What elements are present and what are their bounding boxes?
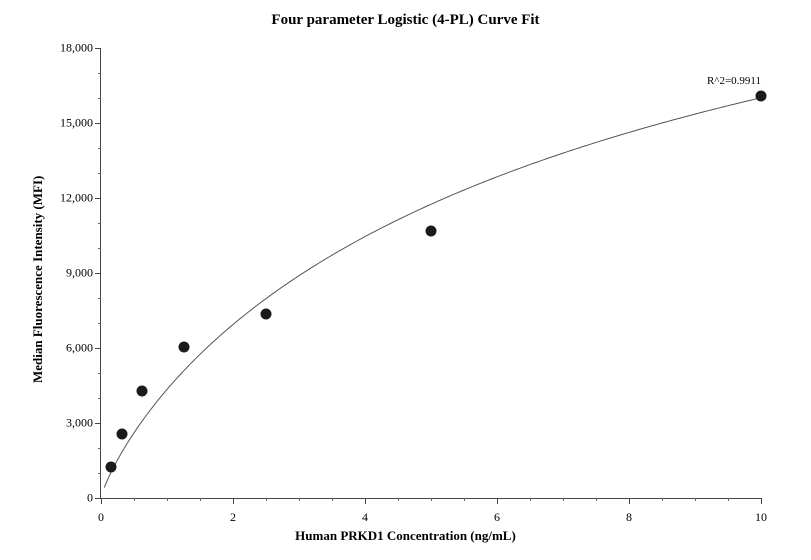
x-minor-tick <box>266 498 267 501</box>
x-minor-tick <box>299 498 300 501</box>
x-minor-tick <box>431 498 432 501</box>
y-minor-tick <box>98 173 101 174</box>
x-tick-label: 8 <box>626 510 632 525</box>
x-minor-tick <box>134 498 135 501</box>
x-minor-tick <box>398 498 399 501</box>
y-minor-tick <box>98 298 101 299</box>
x-major-tick <box>101 498 102 504</box>
data-point <box>178 341 189 352</box>
plot-area: R^2=0.9911 03,0006,0009,00012,00015,0001… <box>100 48 761 499</box>
chart-container: Four parameter Logistic (4-PL) Curve Fit… <box>0 0 811 560</box>
data-point <box>137 385 148 396</box>
y-tick-label: 6,000 <box>66 341 93 356</box>
chart-title: Four parameter Logistic (4-PL) Curve Fit <box>0 12 811 29</box>
y-tick-label: 9,000 <box>66 266 93 281</box>
y-major-tick <box>95 123 101 124</box>
y-major-tick <box>95 273 101 274</box>
x-tick-label: 6 <box>494 510 500 525</box>
y-minor-tick <box>98 98 101 99</box>
x-minor-tick <box>200 498 201 501</box>
x-tick-label: 10 <box>755 510 767 525</box>
x-minor-tick <box>662 498 663 501</box>
y-axis-title: Median Fluorescence Intensity (MFI) <box>30 176 46 383</box>
x-minor-tick <box>464 498 465 501</box>
y-minor-tick <box>98 223 101 224</box>
x-major-tick <box>761 498 762 504</box>
data-point <box>261 309 272 320</box>
y-tick-label: 3,000 <box>66 416 93 431</box>
y-major-tick <box>95 48 101 49</box>
x-major-tick <box>365 498 366 504</box>
y-minor-tick <box>98 248 101 249</box>
y-major-tick <box>95 198 101 199</box>
x-tick-label: 4 <box>362 510 368 525</box>
x-major-tick <box>629 498 630 504</box>
y-major-tick <box>95 423 101 424</box>
x-tick-label: 2 <box>230 510 236 525</box>
x-minor-tick <box>332 498 333 501</box>
y-major-tick <box>95 348 101 349</box>
y-minor-tick <box>98 448 101 449</box>
x-major-tick <box>497 498 498 504</box>
y-tick-label: 0 <box>87 491 93 506</box>
x-minor-tick <box>728 498 729 501</box>
y-minor-tick <box>98 323 101 324</box>
y-minor-tick <box>98 148 101 149</box>
fit-curve <box>101 48 761 498</box>
y-tick-label: 18,000 <box>60 41 93 56</box>
x-minor-tick <box>695 498 696 501</box>
data-point <box>116 429 127 440</box>
x-minor-tick <box>596 498 597 501</box>
x-minor-tick <box>530 498 531 501</box>
y-minor-tick <box>98 73 101 74</box>
y-minor-tick <box>98 398 101 399</box>
x-minor-tick <box>563 498 564 501</box>
x-tick-label: 0 <box>98 510 104 525</box>
x-axis-title: Human PRKD1 Concentration (ng/mL) <box>0 528 811 544</box>
data-point <box>756 90 767 101</box>
r-squared-annotation: R^2=0.9911 <box>707 75 761 87</box>
data-point <box>426 225 437 236</box>
y-minor-tick <box>98 473 101 474</box>
y-tick-label: 15,000 <box>60 116 93 131</box>
data-point <box>106 461 117 472</box>
y-minor-tick <box>98 373 101 374</box>
x-minor-tick <box>167 498 168 501</box>
x-major-tick <box>233 498 234 504</box>
y-tick-label: 12,000 <box>60 191 93 206</box>
